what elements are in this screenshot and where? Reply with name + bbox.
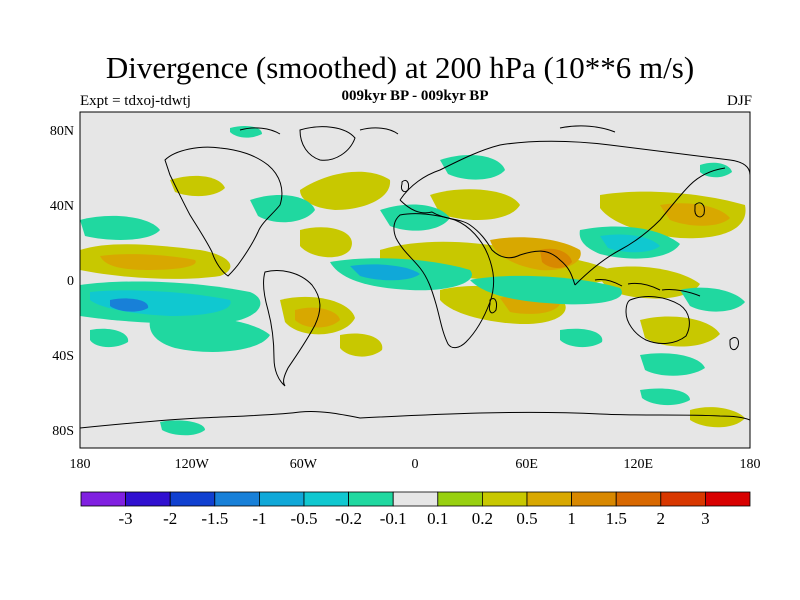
coastline-greenland [299,126,356,161]
colorbar-swatch [214,491,260,507]
colorbar-swatch [526,491,572,507]
lon-tick-label: 180 [70,457,91,472]
coastline-madagascar [489,297,497,314]
colorbar-label: -1 [252,509,266,528]
lat-tick-label: 0 [67,274,74,289]
colorbar-labels: -3 -2 -1.5 -1 -0.5 -0.2 -0.1 0.1 0.2 0.5 1 1.5 2 3 [119,509,710,528]
coastline-arctic-islands [239,125,616,135]
colorbar-swatch [303,491,349,507]
coastline-antarctica [80,411,750,429]
coastline-south-america [263,270,321,387]
colorbar-label: 0.2 [472,509,493,528]
colorbar-swatch [169,491,216,507]
positive-region [690,407,745,428]
latitude-axis: 80N 40N 0 40S 80S [50,124,74,439]
positive-region [340,333,383,357]
coastline-new-zealand [729,337,739,351]
coastline-australia [625,296,690,344]
colorbar-label: 0.1 [427,509,448,528]
colorbar [80,491,751,507]
colorbar-swatch [615,491,662,507]
colorbar-swatch [392,491,439,507]
colorbar-label: -0.5 [291,509,318,528]
negative-region [440,155,505,180]
positive-region [170,175,225,197]
coastline-north-america [164,146,283,277]
negative-region [640,388,690,406]
season-label: DJF [726,93,752,109]
lon-tick-label: 0 [412,457,419,472]
coastline-japan [694,202,705,218]
negative-region [90,328,129,348]
negative-region [600,234,660,253]
positive-region [100,254,196,270]
lat-tick-label: 80N [50,124,74,139]
coastline-europe-asia [399,140,750,286]
positive-region [430,189,520,221]
colorbar-swatch [571,491,617,507]
colorbar-swatch [705,491,751,507]
positive-region [300,171,391,210]
negative-region [149,316,270,352]
colorbar-swatch [660,491,706,507]
lon-tick-label: 60E [515,457,538,472]
positive-region [599,266,700,299]
colorbar-label: -0.2 [335,509,362,528]
colorbar-label: 0.5 [516,509,537,528]
experiment-label: Expt = tdxoj-tdwtj [80,93,191,109]
lat-tick-label: 80S [52,424,74,439]
map-frame [79,111,751,449]
coastlines [80,125,750,429]
colorbar-swatch [348,491,394,507]
coastline-africa [393,213,495,349]
negative-region [110,298,149,312]
colorbar-swatch [80,491,126,507]
map-subtitle: 009kyr BP - 009kyr BP [341,88,489,104]
colorbar-label: -2 [163,509,177,528]
positive-region [300,227,352,258]
colorbar-swatch [437,491,483,507]
colorbar-swatch [125,491,171,507]
negative-region [80,215,160,240]
colorbar-label: 1 [567,509,576,528]
lat-tick-label: 40N [50,199,74,214]
colorbar-label: -1.5 [201,509,228,528]
longitude-axis: 180 120W 60W 0 60E 120E 180 [70,457,761,472]
lon-tick-label: 120W [175,457,210,472]
colorbar-label: 3 [701,509,710,528]
positive-region [660,203,730,226]
colorbar-label: 2 [657,509,666,528]
negative-region [470,275,622,305]
colorbar-label: -0.1 [380,509,407,528]
coastline-indonesia [594,279,701,297]
negative-region [640,353,705,376]
colorbar-label: 1.5 [606,509,627,528]
negative-region [160,420,205,436]
map-title: Divergence (smoothed) at 200 hPa (10**6 … [105,50,695,85]
negative-region [380,204,450,231]
colorbar-swatch [481,491,528,507]
negative-region [350,264,420,281]
negative-region [230,126,262,138]
divergence-field [80,126,746,436]
positive-region [640,316,720,347]
lon-tick-label: 120E [624,457,654,472]
negative-region [250,195,315,223]
lon-tick-label: 180 [740,457,761,472]
lon-tick-label: 60W [290,457,318,472]
negative-region [680,287,745,312]
lat-tick-label: 40S [52,349,74,364]
map-panel [80,112,750,448]
coastline-uk [401,179,409,193]
colorbar-swatch [258,491,305,507]
negative-region [560,328,603,348]
colorbar-label: -3 [119,509,133,528]
